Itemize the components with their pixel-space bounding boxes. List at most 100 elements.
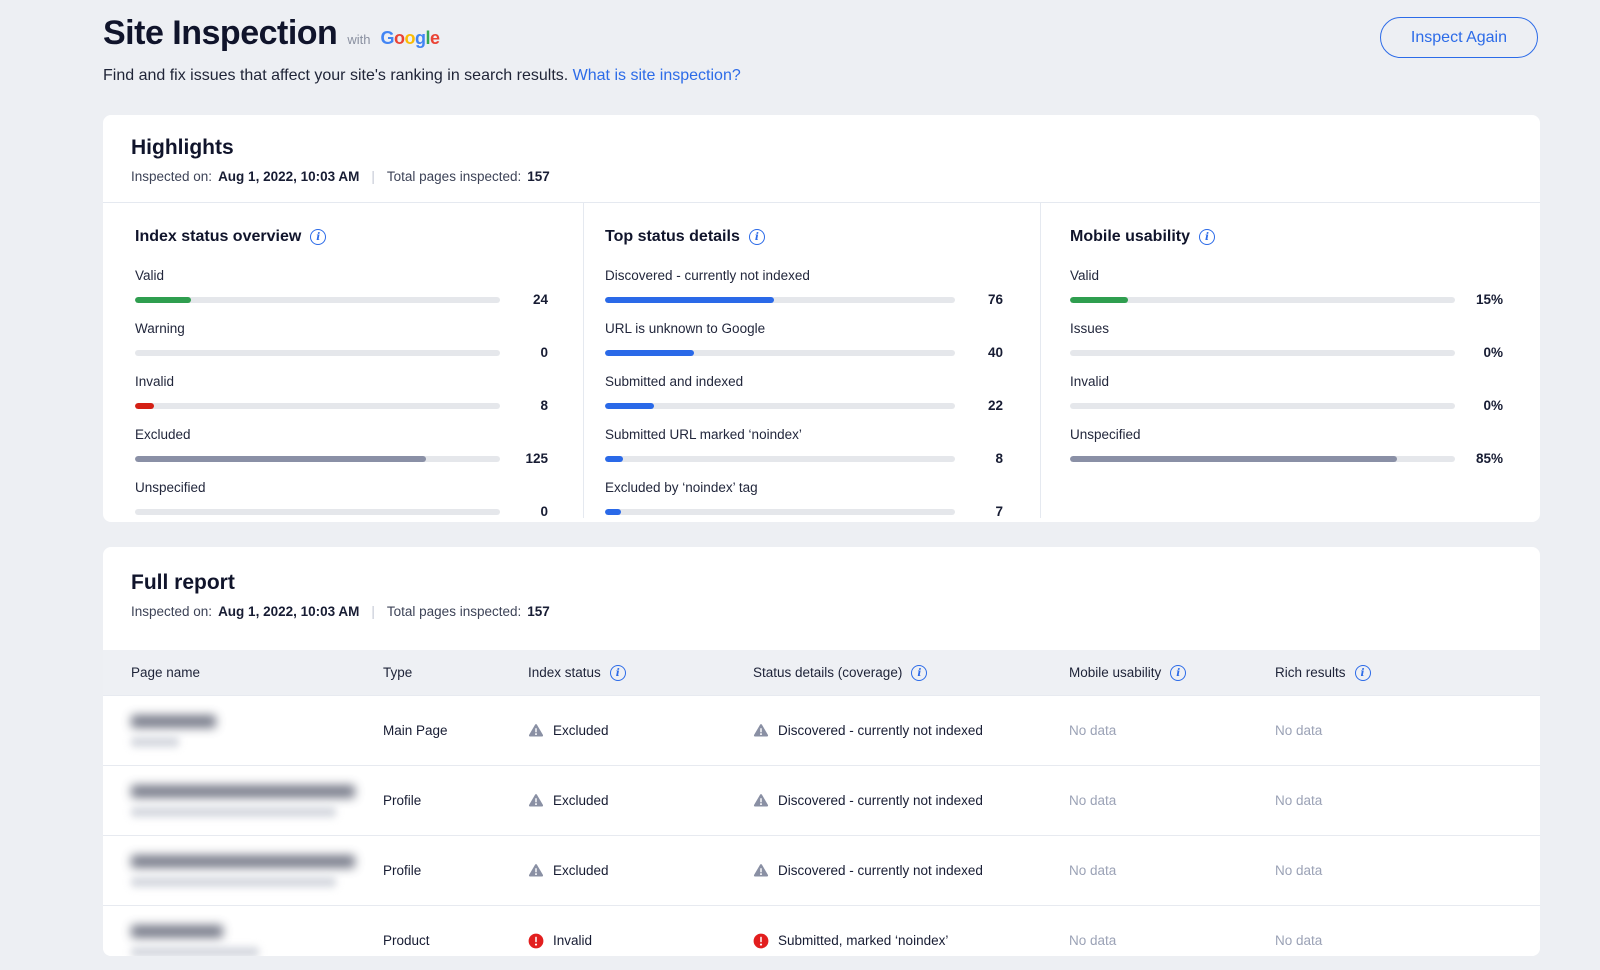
warning-icon — [528, 793, 544, 806]
inspected-on-value: Aug 1, 2022, 10:03 AM — [218, 169, 360, 184]
metric-value: 8 — [995, 451, 1003, 466]
status-details-cell: Discovered - currently not indexed — [753, 793, 1069, 809]
highlights-meta: Inspected on: Aug 1, 2022, 10:03 AM | To… — [131, 169, 1512, 184]
metric-bar-fill — [135, 402, 154, 409]
mobile-usability-section: Mobile usability i Valid 15% Issues 0% I… — [1040, 203, 1540, 518]
metric-row: Warning 0 — [135, 321, 548, 360]
metric-value: 0 — [540, 504, 548, 519]
metric-bar-track — [1070, 296, 1455, 303]
metric-value: 76 — [987, 292, 1003, 307]
column-header-mobile-usability: Mobile usability — [1069, 665, 1162, 680]
rich-results-cell: No data — [1275, 933, 1323, 948]
redacted-page-title — [131, 714, 216, 728]
meta-separator: | — [371, 169, 375, 184]
inspected-on-label: Inspected on: — [131, 604, 213, 619]
column-header-page-name: Page name — [131, 665, 201, 680]
metric-value: 125 — [525, 451, 548, 466]
table-header-row: Page name Type Index status i Status deta… — [103, 650, 1540, 695]
index-status-cell: Excluded — [528, 863, 753, 879]
warning-icon — [528, 723, 544, 736]
metric-bar-track — [605, 349, 955, 356]
info-icon[interactable]: i — [310, 229, 327, 245]
page-type-cell: Main Page — [383, 723, 448, 738]
info-icon[interactable]: i — [1354, 664, 1371, 681]
metric-bar-track — [135, 402, 500, 409]
page-type-cell: Product — [383, 933, 430, 948]
page-name-redacted — [131, 924, 383, 956]
metric-value: 40 — [987, 345, 1003, 360]
index-status-label: Excluded — [553, 793, 609, 808]
top-status-details-section: Top status details i Discovered - curren… — [583, 203, 1040, 519]
table-row: Product Invalid Submitted, marked ‘noind… — [103, 905, 1540, 956]
google-letter: G — [380, 28, 394, 48]
total-pages-label: Total pages inspected: — [386, 169, 522, 184]
redacted-page-url — [131, 806, 336, 817]
full-report-card: Full report Inspected on: Aug 1, 2022, 1… — [103, 547, 1540, 956]
total-pages-value: 157 — [527, 604, 550, 619]
redacted-page-title — [131, 784, 355, 798]
redacted-page-url — [131, 876, 336, 887]
index-status-cell: Invalid — [528, 933, 753, 949]
metric-row: Excluded by ‘noindex’ tag 7 — [605, 480, 1003, 519]
metric-label: Valid — [1070, 268, 1100, 283]
metric-bar-track — [1070, 349, 1455, 356]
column-header-index-status: Index status — [528, 665, 601, 680]
rich-results-cell: No data — [1275, 723, 1323, 738]
table-row: Profile Excluded Discovered - currently … — [103, 765, 1540, 835]
mobile-usability-cell: No data — [1069, 723, 1117, 738]
inspected-on-value: Aug 1, 2022, 10:03 AM — [218, 604, 360, 619]
google-letter: l — [425, 28, 430, 48]
metric-bar-track — [605, 402, 955, 409]
total-pages-value: 157 — [527, 169, 550, 184]
warning-icon — [753, 863, 769, 876]
with-label: with — [347, 32, 371, 47]
metric-row: Issues 0% — [1070, 321, 1503, 360]
page-name-redacted — [131, 854, 383, 887]
metric-bar-fill — [605, 349, 695, 356]
page-subtitle: Find and fix issues that affect your sit… — [103, 67, 741, 85]
metric-bar-fill — [605, 508, 621, 515]
metric-bar-fill — [135, 296, 191, 303]
table-row: Main Page Excluded Discovered - currentl… — [103, 695, 1540, 765]
info-icon[interactable]: i — [748, 229, 765, 245]
metric-bar-track — [135, 508, 500, 515]
rich-results-cell: No data — [1275, 863, 1323, 878]
metric-row: Discovered - currently not indexed 76 — [605, 268, 1003, 307]
metric-bar-fill — [605, 402, 654, 409]
metric-value: 0% — [1483, 345, 1503, 360]
mobile-usability-cell: No data — [1069, 933, 1117, 948]
info-icon[interactable]: i — [1170, 664, 1187, 681]
table-row: Profile Excluded Discovered - currently … — [103, 835, 1540, 905]
metric-label: Discovered - currently not indexed — [605, 268, 810, 283]
what-is-site-inspection-link[interactable]: What is site inspection? — [572, 67, 741, 84]
index-status-cell: Excluded — [528, 793, 753, 809]
section-title: Index status overview — [135, 228, 302, 245]
metric-bar-track — [135, 349, 500, 356]
status-details-label: Discovered - currently not indexed — [778, 863, 983, 878]
status-details-label: Submitted, marked ‘noindex’ — [778, 933, 949, 948]
metric-label: Invalid — [135, 374, 175, 389]
metric-value: 0% — [1483, 398, 1503, 413]
google-letter: g — [414, 28, 426, 48]
metric-row: Submitted URL marked ‘noindex’ 8 — [605, 427, 1003, 466]
metric-bar-track — [605, 508, 955, 515]
info-icon[interactable]: i — [911, 664, 928, 681]
mobile-usability-cell: No data — [1069, 793, 1117, 808]
metric-row: Valid 15% — [1070, 268, 1503, 307]
metric-row: Excluded 125 — [135, 427, 548, 466]
error-icon — [528, 933, 544, 948]
google-letter: o — [393, 28, 405, 48]
total-pages-label: Total pages inspected: — [386, 604, 522, 619]
metric-bar-track — [1070, 455, 1455, 462]
metric-label: URL is unknown to Google — [605, 321, 766, 336]
index-status-label: Excluded — [553, 723, 609, 738]
info-icon[interactable]: i — [609, 664, 626, 681]
metric-bar-track — [1070, 402, 1455, 409]
metric-row: URL is unknown to Google 40 — [605, 321, 1003, 360]
metric-value: 0 — [540, 345, 548, 360]
metric-label: Unspecified — [135, 480, 206, 495]
index-status-cell: Excluded — [528, 723, 753, 739]
inspect-again-button[interactable]: Inspect Again — [1379, 17, 1538, 58]
page-title: Site Inspection — [103, 14, 338, 52]
info-icon[interactable]: i — [1199, 229, 1216, 245]
